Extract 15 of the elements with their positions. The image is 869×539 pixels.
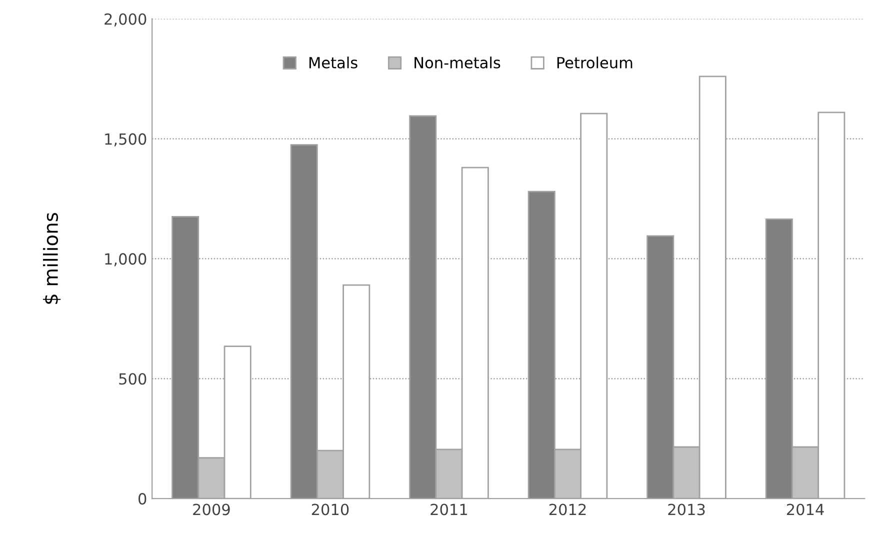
y-tick-label: 0	[138, 493, 146, 505]
y-tick-label: 1,500	[105, 133, 146, 146]
x-tick-label: 2012	[549, 504, 586, 516]
y-tick-label: 1,000	[105, 253, 146, 266]
y-tick-label: 2,000	[104, 13, 146, 26]
legend-label: Petroleum	[557, 56, 632, 68]
x-tick-label: 2009	[193, 504, 230, 516]
x-tick-label: 2013	[668, 504, 705, 516]
legend-label: Non-metals	[414, 56, 500, 68]
y-tick-label: 500	[119, 373, 146, 385]
legend-label: Metals	[309, 56, 358, 68]
x-tick-label: 2011	[430, 504, 468, 516]
y-axis-title: $ millions	[42, 212, 61, 304]
x-tick-label: 2014	[786, 504, 824, 516]
x-tick-label: 2010	[312, 504, 349, 516]
